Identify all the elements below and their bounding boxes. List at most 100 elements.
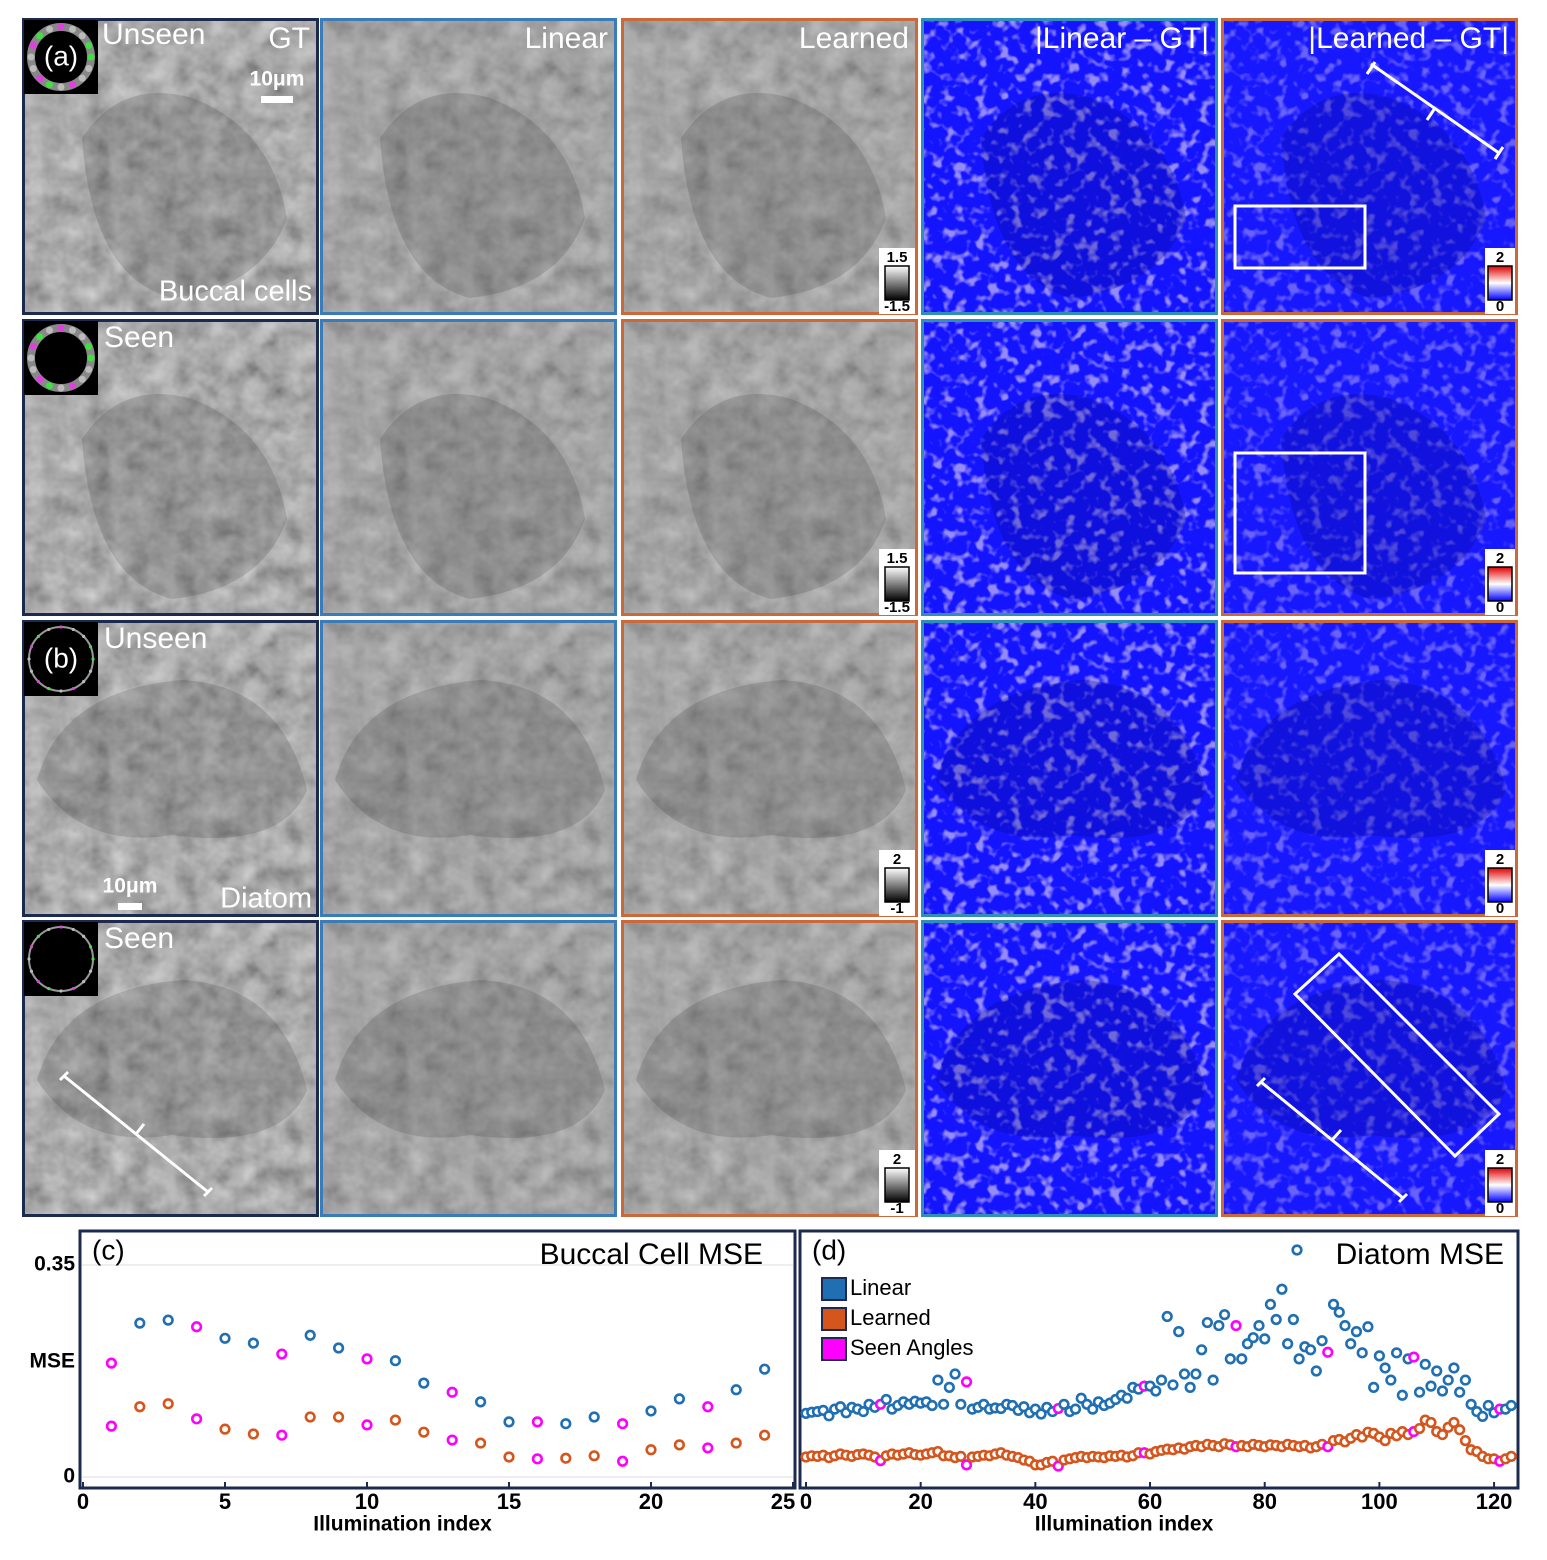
tile-border: [921, 319, 1218, 616]
x-tick-label: 120: [1476, 1489, 1513, 1514]
data-point: [1150, 1385, 1162, 1397]
data-point: [616, 1455, 629, 1467]
led: [78, 74, 86, 82]
tile-texture: [621, 920, 918, 1217]
colorbar-max: 2: [893, 1151, 901, 1168]
image-tile: 1.5 -1.5: [621, 319, 918, 616]
led: [68, 382, 76, 390]
image-tile: 20: [1221, 620, 1518, 917]
image-tile: 20: [1221, 319, 1518, 616]
y-tick-label: 0.35: [34, 1253, 75, 1276]
x-axis-label: Illumination index: [1035, 1513, 1214, 1536]
tile-texture: [320, 620, 617, 917]
panel-label: (a): [44, 40, 78, 71]
colorbar-min: 0: [1496, 599, 1504, 616]
tile-border: [320, 18, 617, 315]
data-point: [588, 1450, 600, 1462]
specimen-shape: [1236, 680, 1506, 838]
led: [78, 375, 86, 383]
image-tile: 2 -1: [621, 620, 918, 917]
led: [71, 627, 75, 632]
data-point: [560, 1452, 572, 1464]
scale-bar: [118, 903, 142, 910]
data-point: [389, 1355, 402, 1367]
tile-border: [921, 18, 1218, 315]
data-point: [105, 1357, 117, 1369]
led: [27, 657, 31, 661]
data-point: [1373, 1350, 1385, 1362]
legend-label: Linear: [850, 1275, 911, 1300]
column-title: GT: [268, 22, 310, 55]
data-point: [276, 1348, 288, 1360]
colorbar-min: -1: [890, 1200, 903, 1217]
led: [46, 81, 54, 89]
panel-label: (b): [44, 642, 78, 673]
y-axis-label: MSE: [29, 1350, 75, 1373]
led: [46, 326, 54, 334]
data-point: [475, 1396, 487, 1408]
tile-texture: [320, 319, 617, 616]
highlight-box: [1233, 204, 1367, 270]
bracket: [1365, 61, 1505, 160]
colorbar-max: 1.5: [887, 249, 908, 266]
colorbar: [884, 566, 910, 602]
colorbar: [884, 265, 910, 301]
led: [71, 927, 75, 932]
data-point: [1333, 1306, 1345, 1318]
colorbar: [1487, 867, 1513, 903]
data-point: [1425, 1380, 1437, 1392]
data-point: [219, 1332, 231, 1344]
led: [59, 989, 63, 993]
data-point: [1442, 1374, 1454, 1386]
data-point: [673, 1393, 686, 1405]
data-point: [616, 1418, 629, 1430]
data-point: [1035, 1408, 1047, 1420]
data-point: [1316, 1335, 1328, 1347]
x-tick-label: 20: [639, 1489, 663, 1514]
data-point: [1201, 1316, 1213, 1329]
tile-border: [621, 319, 918, 616]
specimen-shape: [636, 980, 906, 1138]
data-point: [1385, 1374, 1397, 1386]
led: [29, 945, 34, 949]
data-point: [1161, 1310, 1173, 1323]
data-point: [219, 1423, 231, 1435]
panel-label: (d): [812, 1234, 846, 1265]
data-point: [1322, 1346, 1334, 1358]
specimen-shape: [936, 680, 1206, 838]
x-tick-label: 60: [1138, 1489, 1162, 1514]
led: [71, 986, 75, 991]
image-tile: [320, 319, 617, 616]
data-point: [1413, 1386, 1426, 1398]
tile-border: [22, 319, 319, 616]
led: [36, 74, 44, 82]
led: [85, 64, 93, 72]
data-point: [645, 1405, 657, 1417]
data-point: [1276, 1283, 1288, 1295]
y-tick-label: 0: [63, 1465, 75, 1488]
data-point: [1448, 1362, 1460, 1374]
scale-bar-label: 10μm: [103, 875, 158, 898]
led: [68, 25, 76, 33]
tile-texture: [921, 18, 1218, 315]
column-title: Learned: [799, 22, 909, 55]
legend-label: Seen Angles: [850, 1335, 974, 1360]
data-point: [926, 1399, 938, 1412]
led: [91, 657, 95, 661]
led: [36, 934, 40, 938]
tile-border: [320, 920, 617, 1217]
specimen-shape: [37, 680, 307, 838]
sample-name: Diatom: [220, 883, 312, 915]
data-point: [1425, 1416, 1437, 1429]
data-point: [418, 1426, 430, 1438]
led: [85, 343, 93, 351]
image-tile: 2 -1: [621, 920, 918, 1217]
data-point: [1190, 1368, 1202, 1380]
data-point: [503, 1451, 515, 1463]
data-point: [361, 1353, 373, 1365]
colorbar-min: 0: [1496, 298, 1504, 315]
row-condition: Seen: [104, 922, 174, 955]
led: [88, 945, 93, 949]
data-point: [1390, 1347, 1403, 1359]
data-point: [1350, 1326, 1363, 1338]
